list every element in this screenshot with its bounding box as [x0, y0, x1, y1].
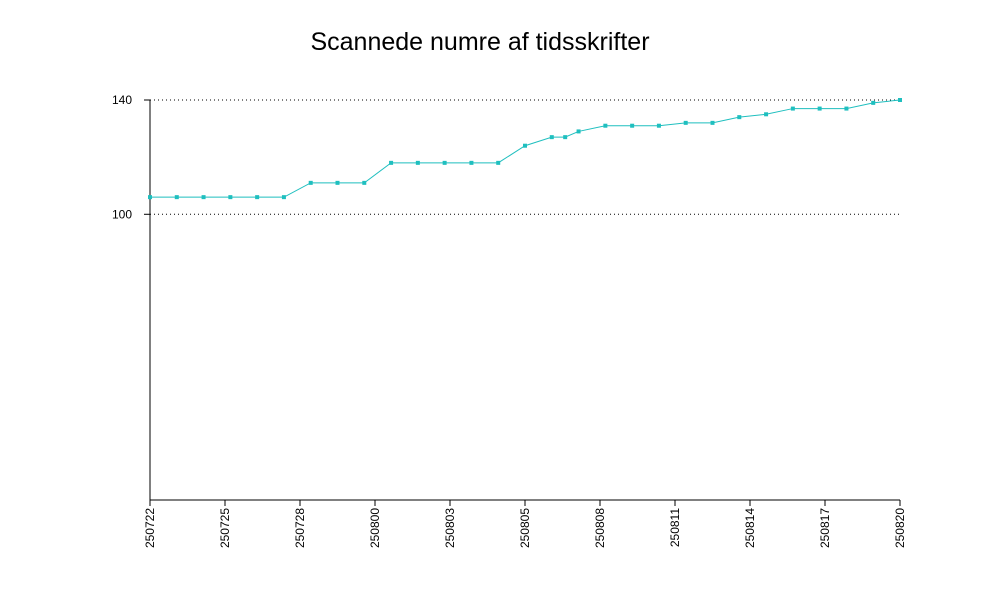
x-tick-label: 250800: [368, 508, 382, 548]
point: [817, 106, 822, 111]
point: [281, 195, 286, 200]
point: [563, 135, 568, 140]
point: [308, 180, 313, 185]
x-tick-label: 250814: [743, 508, 757, 548]
point: [871, 100, 876, 105]
y-tick-label: 140: [112, 93, 132, 107]
point: [362, 180, 367, 185]
point: [335, 180, 340, 185]
point: [496, 160, 501, 165]
point: [523, 143, 527, 148]
point: [630, 123, 635, 128]
point: [898, 98, 902, 102]
point: [415, 160, 420, 165]
x-tick-label: 250811: [668, 508, 682, 547]
x-tick-label: 250803: [443, 508, 457, 548]
point: [790, 106, 795, 111]
point: [710, 120, 715, 125]
point: [683, 120, 688, 125]
point: [737, 115, 742, 120]
point: [442, 160, 447, 165]
point: [389, 160, 394, 165]
x-tick-label: 250722: [143, 508, 157, 548]
point: [656, 123, 661, 128]
x-tick-label: 250725: [218, 508, 232, 548]
x-tick-label: 250805: [518, 508, 532, 548]
point: [603, 123, 608, 128]
x-tick-label: 250820: [893, 508, 907, 548]
y-tick-label: 100: [112, 207, 132, 221]
point: [469, 160, 474, 165]
x-tick-label: 250808: [593, 508, 607, 548]
chart-title: Scannede numre af tidsskrifter: [310, 28, 649, 56]
point: [228, 195, 233, 200]
series-line: [150, 99, 901, 198]
point: [764, 112, 769, 117]
point: [148, 195, 152, 200]
point: [201, 195, 206, 200]
point: [576, 129, 581, 134]
point: [255, 195, 260, 200]
x-tick-label: 250817: [818, 508, 832, 548]
point: [174, 195, 179, 200]
x-tick-label: 250728: [293, 508, 307, 548]
point: [549, 135, 554, 140]
point: [844, 106, 849, 111]
